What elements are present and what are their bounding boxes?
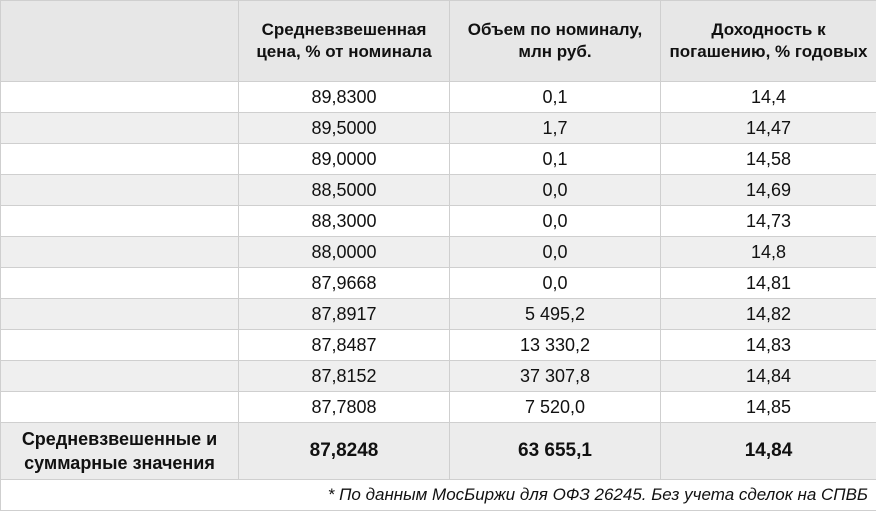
price-cell: 87,9668 xyxy=(238,267,450,299)
price-cell: 89,0000 xyxy=(238,143,450,175)
volume-cell: 5 495,2 xyxy=(449,298,661,330)
table-row: 88,5000 0,0 14,69 xyxy=(0,174,876,206)
total-volume-cell: 63 655,1 xyxy=(449,422,661,480)
yield-cell: 14,4 xyxy=(660,81,876,113)
source-footnote: * По данным МосБиржи для ОФЗ 26245. Без … xyxy=(0,479,876,511)
header-yield: Доходность к погашению, % годовых xyxy=(660,0,876,82)
volume-cell: 0,0 xyxy=(449,236,661,268)
table-row: 89,8300 0,1 14,4 xyxy=(0,81,876,113)
row-label xyxy=(0,391,239,423)
totals-row: Средневзвешенные и суммарные значения 87… xyxy=(0,422,876,480)
volume-cell: 7 520,0 xyxy=(449,391,661,423)
header-price: Средневзвешенная цена, % от номинала xyxy=(238,0,450,82)
table-row: 87,8917 5 495,2 14,82 xyxy=(0,298,876,330)
price-cell: 87,7808 xyxy=(238,391,450,423)
yield-cell: 14,83 xyxy=(660,329,876,361)
yield-cell: 14,69 xyxy=(660,174,876,206)
row-label xyxy=(0,267,239,299)
total-price-cell: 87,8248 xyxy=(238,422,450,480)
volume-cell: 0,1 xyxy=(449,143,661,175)
header-volume: Объем по номиналу, млн руб. xyxy=(449,0,661,82)
table-row: 88,3000 0,0 14,73 xyxy=(0,205,876,237)
yield-cell: 14,73 xyxy=(660,205,876,237)
yield-cell: 14,8 xyxy=(660,236,876,268)
table-row: 87,9668 0,0 14,81 xyxy=(0,267,876,299)
yield-cell: 14,58 xyxy=(660,143,876,175)
price-cell: 87,8917 xyxy=(238,298,450,330)
yield-cell: 14,85 xyxy=(660,391,876,423)
table-body: 89,8300 0,1 14,4 89,5000 1,7 14,47 89,00… xyxy=(0,81,876,511)
price-cell: 87,8152 xyxy=(238,360,450,392)
footnote-row: * По данным МосБиржи для ОФЗ 26245. Без … xyxy=(0,479,876,511)
price-cell: 88,0000 xyxy=(238,236,450,268)
price-cell: 89,5000 xyxy=(238,112,450,144)
header-row: Средневзвешенная цена, % от номинала Объ… xyxy=(0,0,876,82)
table-row: 88,0000 0,0 14,8 xyxy=(0,236,876,268)
row-label xyxy=(0,112,239,144)
volume-cell: 0,1 xyxy=(449,81,661,113)
table-row: 87,8487 13 330,2 14,83 xyxy=(0,329,876,361)
price-cell: 87,8487 xyxy=(238,329,450,361)
row-label xyxy=(0,329,239,361)
row-label xyxy=(0,236,239,268)
price-cell: 88,3000 xyxy=(238,205,450,237)
volume-cell: 0,0 xyxy=(449,205,661,237)
volume-cell: 1,7 xyxy=(449,112,661,144)
total-yield-cell: 14,84 xyxy=(660,422,876,480)
row-label xyxy=(0,360,239,392)
price-cell: 88,5000 xyxy=(238,174,450,206)
row-label xyxy=(0,174,239,206)
yield-cell: 14,81 xyxy=(660,267,876,299)
volume-cell: 37 307,8 xyxy=(449,360,661,392)
table-row: 89,5000 1,7 14,47 xyxy=(0,112,876,144)
volume-cell: 0,0 xyxy=(449,267,661,299)
table-header: Средневзвешенная цена, % от номинала Объ… xyxy=(0,0,876,82)
table-row: 89,0000 0,1 14,58 xyxy=(0,143,876,175)
table-row: 87,7808 7 520,0 14,85 xyxy=(0,391,876,423)
row-label xyxy=(0,298,239,330)
volume-cell: 0,0 xyxy=(449,174,661,206)
volume-cell: 13 330,2 xyxy=(449,329,661,361)
price-cell: 89,8300 xyxy=(238,81,450,113)
yield-cell: 14,82 xyxy=(660,298,876,330)
row-label xyxy=(0,81,239,113)
totals-label: Средневзвешенные и суммарные значения xyxy=(0,422,239,480)
yield-cell: 14,47 xyxy=(660,112,876,144)
row-label xyxy=(0,143,239,175)
row-label xyxy=(0,205,239,237)
bond-trades-table: Средневзвешенная цена, % от номинала Объ… xyxy=(0,0,876,511)
header-label-column xyxy=(0,0,239,82)
table-row: 87,8152 37 307,8 14,84 xyxy=(0,360,876,392)
yield-cell: 14,84 xyxy=(660,360,876,392)
